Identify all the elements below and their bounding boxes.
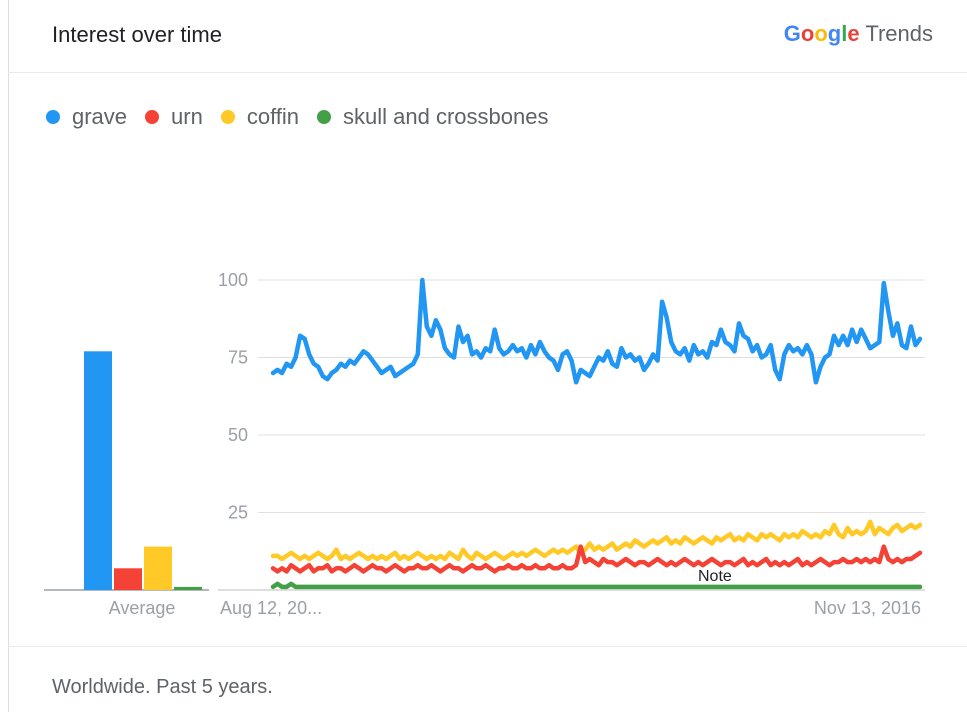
- footer-divider: [8, 646, 967, 647]
- google-trends-logo: Google Trends: [784, 21, 933, 47]
- x-tick-label-start: Aug 12, 20...: [220, 598, 322, 618]
- y-tick-label: 100: [218, 270, 248, 290]
- google-wordmark: Google: [783, 21, 860, 46]
- legend-item-coffin[interactable]: coffin: [220, 104, 300, 130]
- average-bar-skull-and-crossbones: [174, 586, 202, 590]
- average-bar-grave: [84, 351, 112, 590]
- series-line-coffin: [270, 519, 923, 562]
- legend-item-grave[interactable]: grave: [46, 104, 127, 130]
- y-tick-label: 50: [228, 425, 248, 445]
- legend-dot-icon: [317, 110, 332, 124]
- legend-dot-icon: [145, 110, 160, 124]
- chart-footer-caption: Worldwide. Past 5 years.: [52, 676, 273, 698]
- chart-legend: grave urn coffin skull and crossbones: [46, 104, 566, 130]
- legend-item-urn[interactable]: urn: [145, 104, 203, 130]
- legend-label: urn: [171, 104, 203, 129]
- legend-label: coffin: [246, 104, 300, 129]
- legend-label: skull and crossbones: [343, 104, 549, 129]
- chart-title: Interest over time: [52, 22, 222, 47]
- legend-label: grave: [72, 104, 128, 129]
- series-line-grave: [270, 277, 923, 385]
- average-bar-urn: [114, 568, 142, 590]
- trends-wordmark: Trends: [865, 21, 933, 46]
- legend-dot-icon: [46, 110, 60, 124]
- series-line-urn: [270, 544, 923, 574]
- average-bar-coffin: [144, 546, 172, 590]
- card-border: [8, 0, 9, 712]
- x-tick-label-end: Nov 13, 2016: [814, 598, 921, 618]
- y-tick-label: 25: [228, 503, 248, 523]
- series-line-skull-and-crossbones: [270, 581, 923, 590]
- legend-dot-icon: [220, 110, 235, 124]
- legend-item-skull-and-crossbones[interactable]: skull and crossbones: [317, 104, 548, 130]
- y-tick-label: 75: [228, 348, 248, 368]
- average-label: Average: [109, 598, 176, 618]
- note-annotation: Note: [698, 568, 732, 585]
- card-header: Interest over time Google Trends: [8, 0, 967, 72]
- header-divider: [8, 72, 967, 73]
